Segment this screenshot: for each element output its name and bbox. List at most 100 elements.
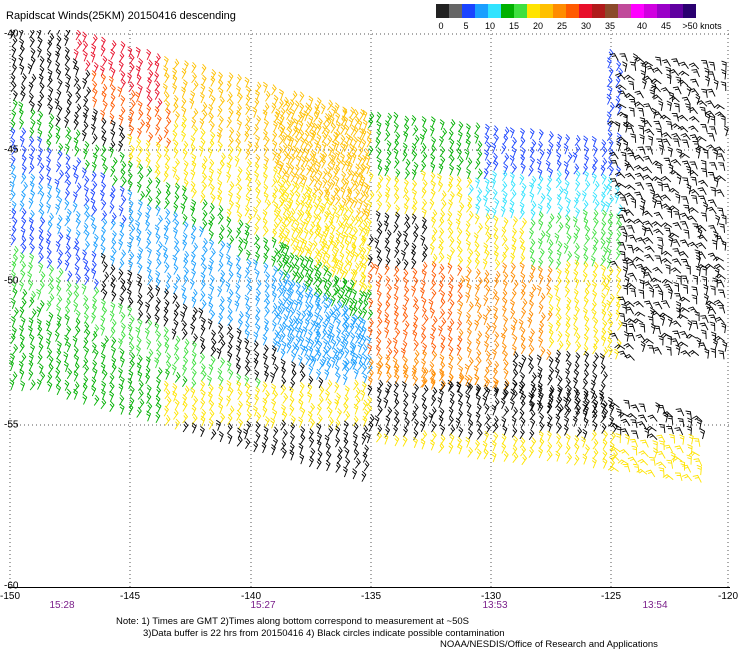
wind-barb <box>120 249 127 261</box>
wind-barb <box>474 241 480 253</box>
wind-barb <box>191 187 197 199</box>
wind-barb <box>438 163 444 175</box>
wind-barb <box>316 133 322 145</box>
wind-barb <box>447 290 453 302</box>
wind-barb <box>37 154 42 166</box>
wind-barb <box>111 230 117 242</box>
wind-barb <box>687 207 699 214</box>
wind-barb <box>511 163 517 175</box>
wind-barb <box>645 182 655 191</box>
wind-barb <box>449 397 455 410</box>
wind-barb <box>276 305 283 317</box>
wind-barb <box>582 378 588 390</box>
wind-barb <box>547 266 553 278</box>
wind-barb <box>661 222 673 228</box>
wind-barb <box>128 403 134 415</box>
wind-barb <box>642 338 654 344</box>
wind-barb <box>139 190 146 202</box>
wind-barb <box>680 350 691 357</box>
wind-barb <box>510 308 516 320</box>
wind-barb <box>226 117 232 128</box>
wind-barb <box>323 186 329 198</box>
wind-barb <box>565 321 571 333</box>
wind-barb <box>529 228 534 240</box>
wind-barb <box>290 422 296 434</box>
colorbar-swatch <box>462 4 476 18</box>
wind-barb <box>584 154 590 166</box>
wind-barb <box>291 180 297 192</box>
wind-barb <box>680 275 689 284</box>
wind-barb <box>302 326 308 338</box>
wind-barb <box>264 135 270 147</box>
colorbar-swatch <box>514 4 528 18</box>
wind-barb <box>582 369 589 381</box>
wind-barb <box>615 121 621 132</box>
wind-barb <box>671 112 679 122</box>
wind-barb <box>341 278 348 290</box>
wind-barb <box>246 400 251 412</box>
wind-barb <box>583 296 589 308</box>
wind-barb <box>290 432 295 444</box>
wind-barb <box>235 345 241 357</box>
wind-barb <box>119 348 125 360</box>
wind-barb <box>665 66 671 77</box>
wind-barb <box>366 395 373 407</box>
wind-barb <box>386 283 392 295</box>
wind-barb <box>219 339 226 351</box>
wind-barb <box>402 304 408 316</box>
wind-barb <box>325 262 331 274</box>
wind-barb <box>341 306 348 317</box>
map-title: Rapidscat Winds(25KM) 20150416 descendin… <box>6 10 236 22</box>
wind-barb <box>713 104 725 110</box>
wind-barb <box>674 445 684 454</box>
wind-barb <box>554 367 560 379</box>
wind-barb <box>332 168 339 180</box>
wind-barb <box>277 260 283 272</box>
wind-barb <box>255 81 262 93</box>
wind-barb <box>671 456 683 462</box>
wind-barb <box>28 279 34 291</box>
wind-barb <box>181 97 187 109</box>
wind-barb <box>386 149 392 161</box>
wind-barb <box>366 128 372 140</box>
wind-barb <box>303 345 309 357</box>
wind-barb <box>583 334 589 346</box>
wind-barb <box>645 65 655 74</box>
wind-barb <box>57 196 63 208</box>
wind-barb <box>200 389 206 401</box>
wind-barb <box>271 383 277 395</box>
wind-barb <box>546 148 552 160</box>
lon-label: -145 <box>119 591 141 602</box>
wind-barb <box>73 290 80 302</box>
wind-barb <box>226 208 232 220</box>
wind-barb <box>357 359 364 371</box>
wind-barb <box>484 341 489 353</box>
wind-barb <box>322 277 328 289</box>
wind-barb <box>165 361 172 372</box>
wind-barb <box>82 77 88 89</box>
wind-barb <box>343 204 350 216</box>
wind-barb <box>265 199 272 211</box>
wind-barb <box>181 121 187 133</box>
wind-barb <box>640 197 646 209</box>
wind-barb <box>340 115 346 127</box>
wind-barb <box>403 372 409 384</box>
wind-barb <box>84 69 91 81</box>
wind-barb <box>458 202 465 214</box>
wind-barb <box>228 368 234 380</box>
wind-barb <box>393 221 399 233</box>
wind-barb <box>299 335 305 347</box>
wind-barb <box>127 279 132 291</box>
wind-barb <box>548 167 554 179</box>
wind-barb <box>324 434 330 446</box>
wind-barb <box>82 393 88 405</box>
wind-barb <box>385 158 392 170</box>
wind-barb <box>710 348 716 358</box>
wind-barb <box>73 346 79 357</box>
wind-barb <box>368 357 374 369</box>
wind-barb <box>565 331 570 343</box>
wind-barb <box>219 413 226 424</box>
wind-barb <box>475 338 481 350</box>
wind-barb <box>74 244 80 256</box>
wind-barb <box>118 383 124 395</box>
